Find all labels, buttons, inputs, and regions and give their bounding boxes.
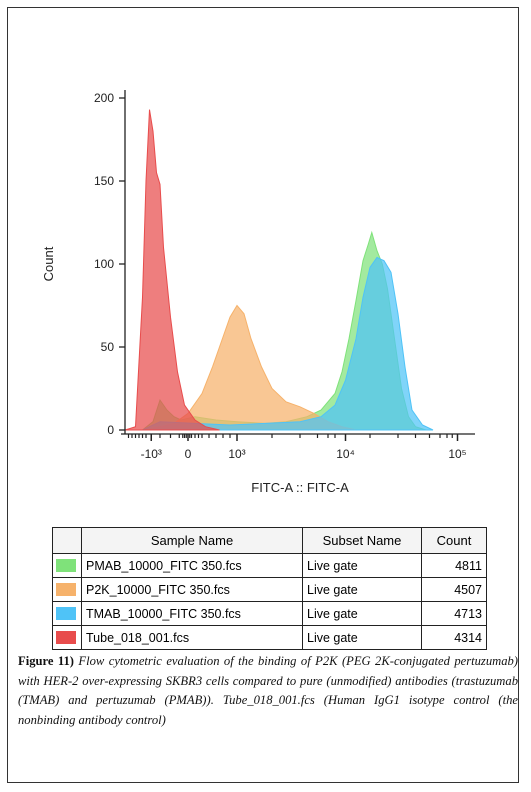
legend-row: Tube_018_001.fcs Live gate 4314 bbox=[52, 625, 487, 650]
legend-count: 4314 bbox=[421, 625, 487, 650]
legend-header-swatch bbox=[52, 527, 82, 554]
chart-area: 0 50 100 150 200 -10³ 0 10³ 10⁴ 10⁵ FITC-A :: FITC… bbox=[20, 30, 520, 510]
x-tick-label: 10⁵ bbox=[448, 447, 466, 461]
legend-subset-name: Live gate bbox=[302, 553, 422, 578]
legend-header-subset: Subset Name bbox=[302, 527, 422, 554]
series-area bbox=[125, 256, 434, 431]
y-tick-label: 200 bbox=[94, 91, 114, 105]
legend-sample-name: Tube_018_001.fcs bbox=[81, 625, 303, 650]
caption-label: Figure 11) bbox=[18, 654, 74, 668]
legend-header-count: Count bbox=[421, 527, 487, 554]
x-axis-label: FITC-A :: FITC-A bbox=[251, 480, 349, 495]
legend-row: TMAB_10000_FITC 350.fcs Live gate 4713 bbox=[52, 601, 487, 626]
y-axis-label: Count bbox=[41, 246, 56, 281]
legend-header-row: Sample Name Subset Name Count bbox=[52, 527, 487, 554]
x-tick-label: 10³ bbox=[228, 447, 245, 461]
legend-sample-name: TMAB_10000_FITC 350.fcs bbox=[81, 601, 303, 626]
legend-swatch-cell bbox=[52, 577, 82, 602]
legend-color-swatch bbox=[56, 583, 76, 596]
y-tick-label: 0 bbox=[107, 423, 114, 437]
y-tick-label: 150 bbox=[94, 174, 114, 188]
y-tick-label: 100 bbox=[94, 257, 114, 271]
legend-sample-name: PMAB_10000_FITC 350.fcs bbox=[81, 553, 303, 578]
legend-count: 4507 bbox=[421, 577, 487, 602]
y-tick-label: 50 bbox=[101, 340, 115, 354]
legend-color-swatch bbox=[56, 631, 76, 644]
caption-text: Flow cytometric evaluation of the bindin… bbox=[18, 654, 519, 727]
legend-subset-name: Live gate bbox=[302, 601, 422, 626]
legend-header-sample: Sample Name bbox=[81, 527, 303, 554]
legend-row: P2K_10000_FITC 350.fcs Live gate 4507 bbox=[52, 577, 487, 602]
series-area bbox=[124, 109, 220, 431]
legend-subset-name: Live gate bbox=[302, 577, 422, 602]
legend-sample-name: P2K_10000_FITC 350.fcs bbox=[81, 577, 303, 602]
sample-legend-table: Sample Name Subset Name Count PMAB_10000… bbox=[52, 527, 487, 650]
legend-count: 4811 bbox=[421, 553, 487, 578]
x-tick-label: -10³ bbox=[141, 447, 162, 461]
legend-subset-name: Live gate bbox=[302, 625, 422, 650]
legend-swatch-cell bbox=[52, 553, 82, 578]
figure-frame bbox=[7, 7, 519, 783]
figure-caption: Figure 11) Flow cytometric evaluation of… bbox=[18, 652, 518, 730]
x-tick-label: 0 bbox=[185, 447, 192, 461]
x-tick-label: 10⁴ bbox=[336, 447, 355, 461]
legend-swatch-cell bbox=[52, 601, 82, 626]
legend-color-swatch bbox=[56, 607, 76, 620]
legend-count: 4713 bbox=[421, 601, 487, 626]
legend-row: PMAB_10000_FITC 350.fcs Live gate 4811 bbox=[52, 553, 487, 578]
legend-color-swatch bbox=[56, 559, 76, 572]
legend-swatch-cell bbox=[52, 625, 82, 650]
